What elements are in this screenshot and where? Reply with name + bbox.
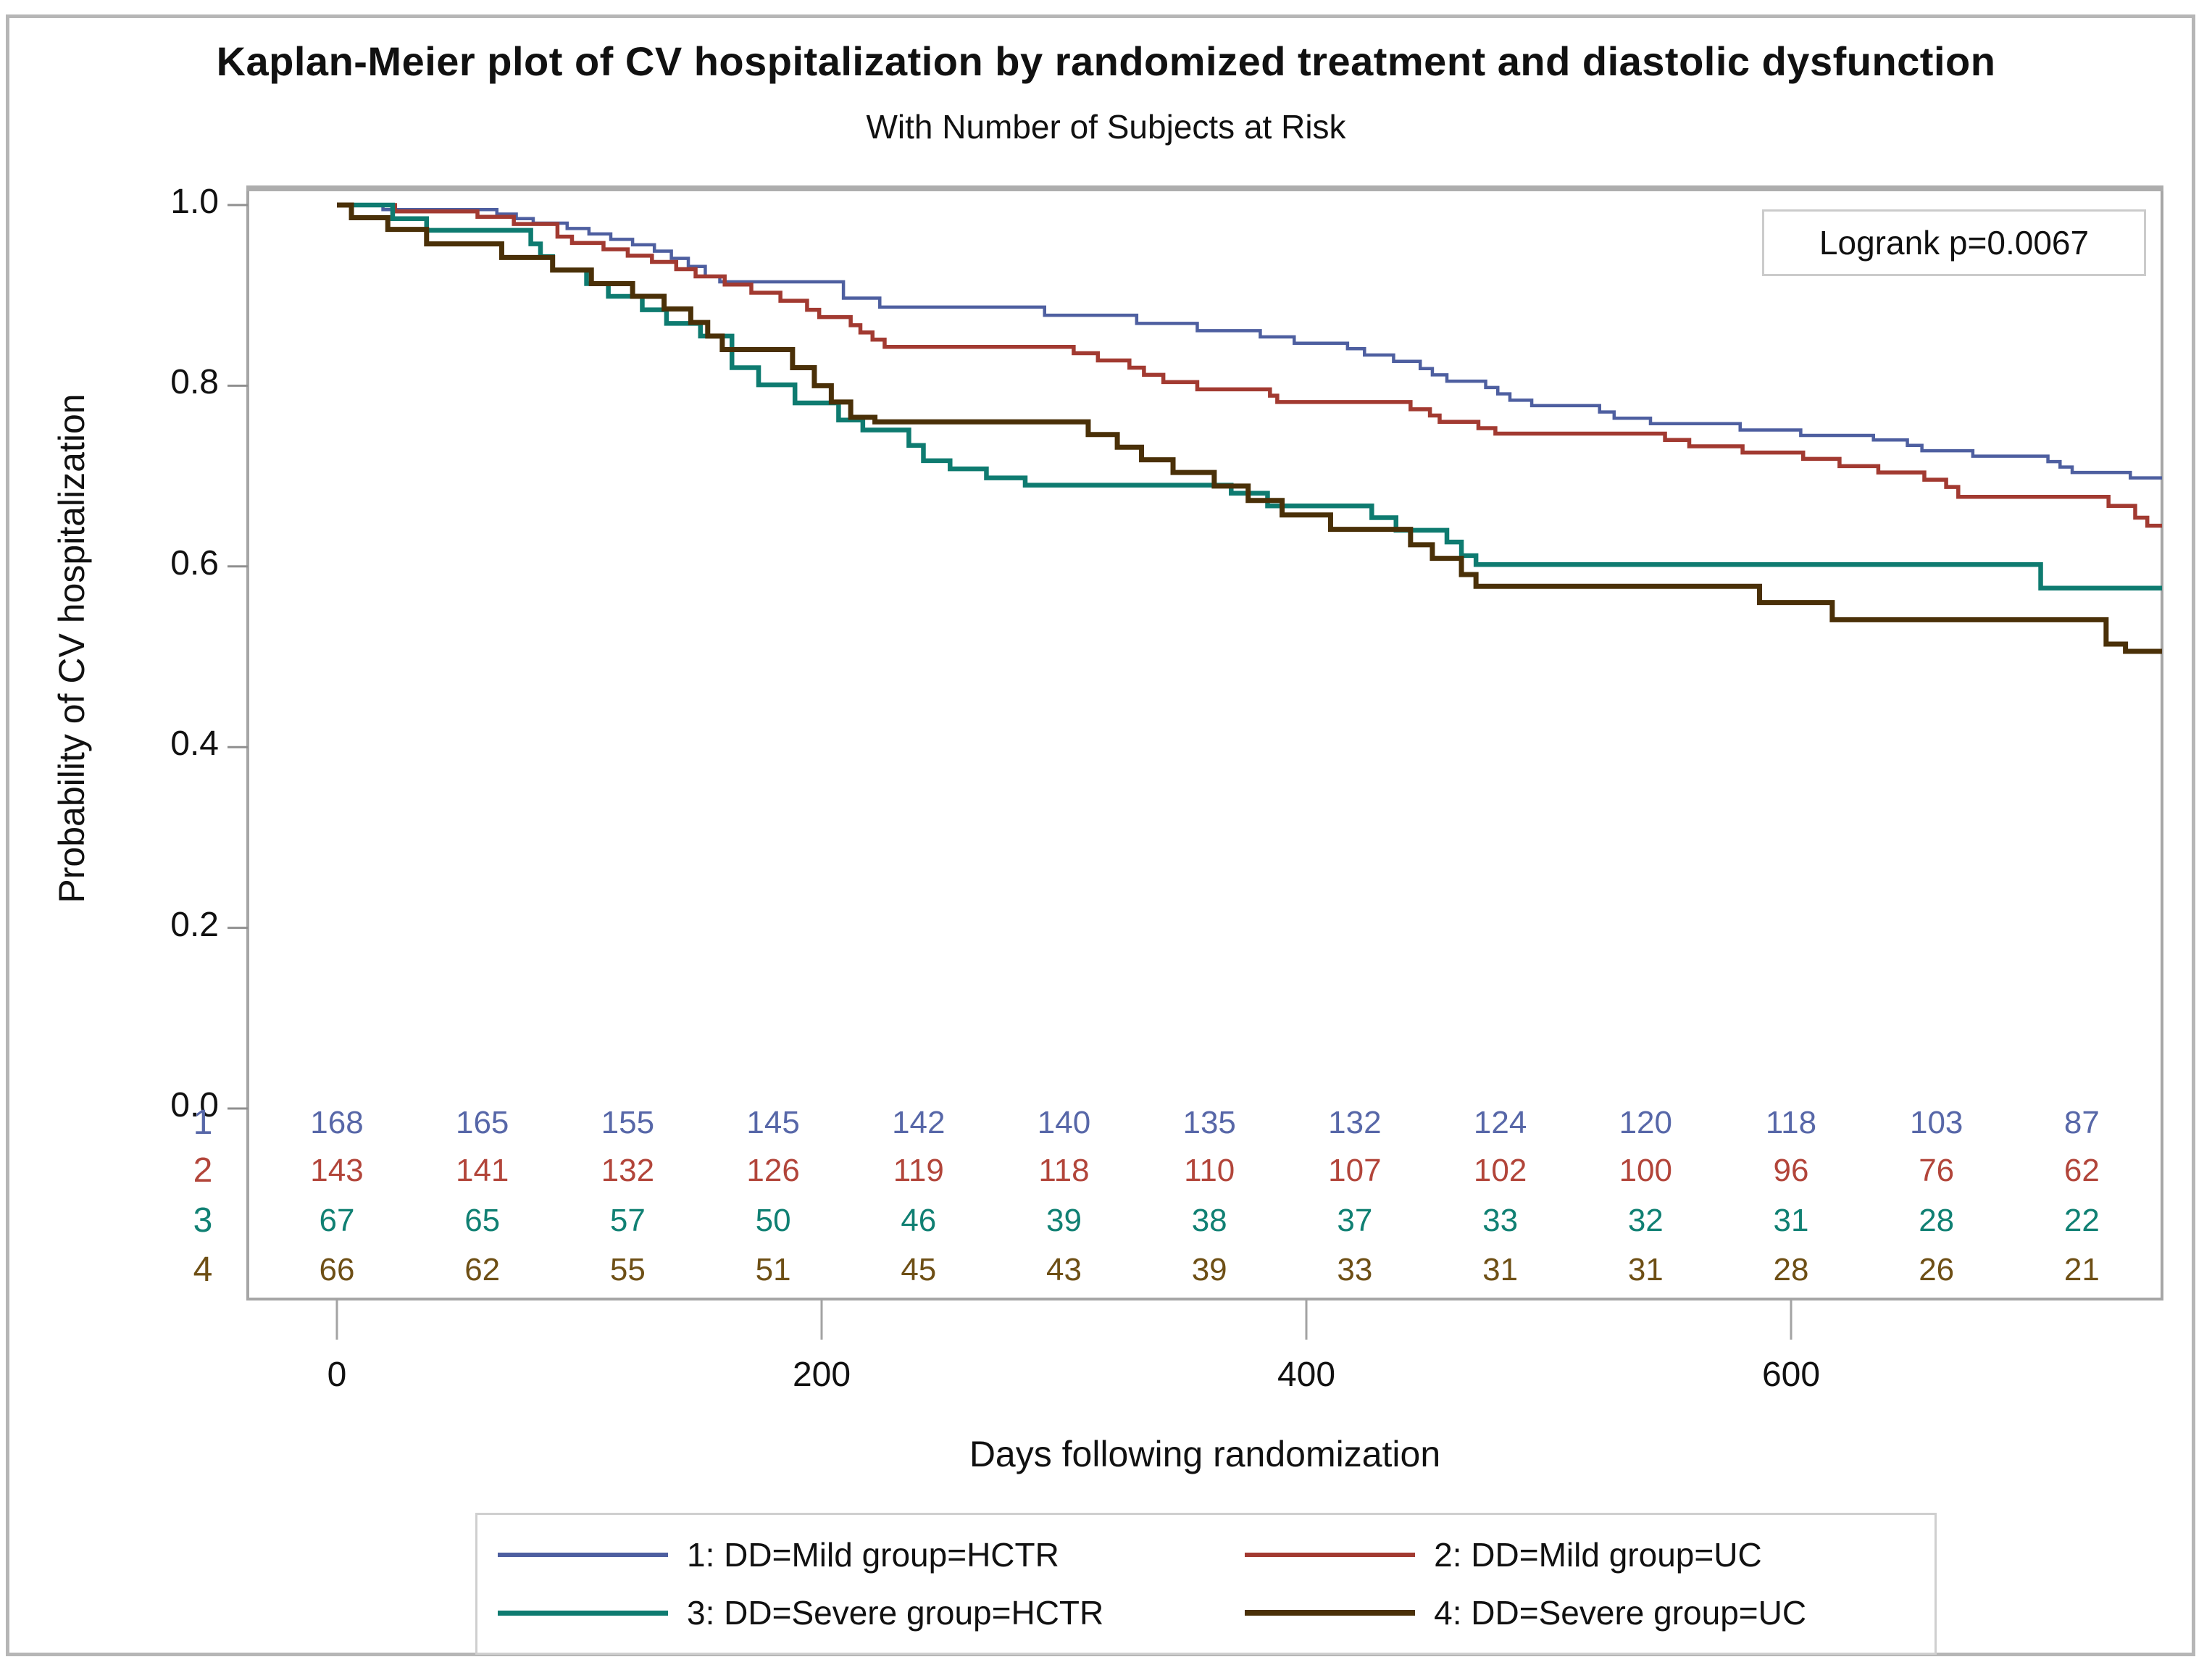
y-tick-label: 0.4	[170, 725, 219, 764]
y-tick-label: 0.0	[170, 1086, 219, 1124]
at-risk-count: 96	[1773, 1153, 1809, 1188]
km-curve-1	[337, 203, 2162, 480]
y-tick-label: 1.0	[170, 183, 219, 221]
x-tick-label: 600	[1761, 1356, 1821, 1394]
at-risk-count: 87	[2063, 1105, 2100, 1140]
y-tick-label: 0.6	[170, 543, 219, 583]
at-risk-count: 142	[892, 1105, 946, 1140]
y-axis-title: Probability of CV hospitalization	[51, 393, 92, 903]
at-risk-count: 37	[1337, 1203, 1373, 1238]
at-risk-count: 21	[2063, 1252, 2100, 1287]
at-risk-count: 31	[1482, 1252, 1519, 1287]
at-risk-count: 39	[1046, 1203, 1082, 1238]
at-risk-count: 76	[1919, 1153, 1955, 1188]
at-risk-count: 28	[1773, 1252, 1809, 1287]
at-risk-row-label-1: 1	[193, 1103, 213, 1142]
at-risk-count: 32	[1627, 1203, 1664, 1238]
legend-line-swatch-2	[1245, 1553, 1416, 1557]
at-risk-count: 65	[464, 1203, 501, 1238]
legend-line-swatch-4	[1245, 1610, 1416, 1616]
at-risk-count: 155	[601, 1105, 655, 1140]
at-risk-count: 66	[319, 1252, 355, 1287]
chart-title: Kaplan-Meier plot of CV hospitalization …	[216, 38, 1996, 84]
at-risk-count: 118	[1765, 1105, 1817, 1140]
at-risk-count: 67	[319, 1203, 355, 1238]
at-risk-count: 51	[755, 1252, 791, 1287]
y-tick-label: 0.8	[170, 363, 219, 402]
km-curve-4	[337, 202, 2162, 654]
at-risk-count: 55	[609, 1252, 646, 1287]
logrank-pvalue-box: Logrank p=0.0067	[1762, 209, 2146, 276]
at-risk-row-label-3: 3	[193, 1201, 213, 1240]
at-risk-count: 100	[1619, 1153, 1672, 1188]
at-risk-count: 145	[746, 1105, 800, 1140]
at-risk-count: 28	[1919, 1203, 1955, 1238]
legend-label-3: 3: DD=Severe group=HCTR	[687, 1594, 1104, 1632]
at-risk-row-label-2: 2	[193, 1151, 213, 1190]
at-risk-count: 143	[310, 1153, 364, 1188]
legend-label-2: 2: DD=Mild group=UC	[1434, 1536, 1762, 1574]
at-risk-count: 45	[901, 1252, 937, 1287]
at-risk-count: 103	[1909, 1105, 1963, 1140]
at-risk-count: 141	[455, 1153, 509, 1188]
at-risk-count: 110	[1184, 1153, 1235, 1188]
at-risk-count: 102	[1473, 1153, 1527, 1188]
at-risk-count: 126	[746, 1153, 800, 1188]
legend-item-1: 1: DD=Mild group=HCTR	[498, 1535, 1245, 1574]
at-risk-count: 132	[601, 1153, 655, 1188]
at-risk-count: 22	[2063, 1203, 2100, 1238]
at-risk-count: 165	[455, 1105, 509, 1140]
at-risk-count: 118	[1038, 1153, 1090, 1188]
km-curve-2	[337, 203, 2162, 528]
at-risk-count: 124	[1473, 1105, 1527, 1140]
legend-item-4: 4: DD=Severe group=UC	[1245, 1593, 1935, 1632]
legend-line-swatch-3	[498, 1610, 668, 1616]
x-tick-label: 400	[1277, 1356, 1336, 1394]
at-risk-count: 140	[1037, 1105, 1091, 1140]
at-risk-count: 31	[1773, 1203, 1809, 1238]
chart-subtitle: With Number of Subjects at Risk	[866, 108, 1346, 146]
at-risk-count: 50	[755, 1203, 791, 1238]
at-risk-count: 135	[1182, 1105, 1236, 1140]
at-risk-count: 43	[1046, 1252, 1082, 1287]
at-risk-count: 107	[1328, 1153, 1382, 1188]
x-tick-label: 200	[792, 1356, 851, 1394]
at-risk-count: 168	[310, 1105, 364, 1140]
legend-item-3: 3: DD=Severe group=HCTR	[498, 1593, 1245, 1632]
at-risk-count: 31	[1627, 1252, 1664, 1287]
at-risk-count: 38	[1191, 1203, 1227, 1238]
y-tick-label: 0.2	[170, 905, 219, 944]
at-risk-row-label-4: 4	[193, 1251, 213, 1289]
at-risk-count: 62	[2063, 1153, 2100, 1188]
at-risk-count: 26	[1919, 1252, 1955, 1287]
legend-item-2: 2: DD=Mild group=UC	[1245, 1535, 1935, 1574]
at-risk-count: 120	[1619, 1105, 1672, 1140]
at-risk-count: 39	[1191, 1252, 1227, 1287]
at-risk-count: 57	[609, 1203, 646, 1238]
at-risk-count: 62	[464, 1252, 501, 1287]
at-risk-count: 33	[1337, 1252, 1373, 1287]
x-axis-title: Days following randomization	[969, 1434, 1441, 1474]
legend-box: 1: DD=Mild group=HCTR 2: DD=Mild group=UC…	[475, 1513, 1937, 1655]
x-tick-label: 0	[327, 1356, 347, 1394]
at-risk-count: 33	[1482, 1203, 1519, 1238]
legend-label-4: 4: DD=Severe group=UC	[1434, 1594, 1807, 1632]
at-risk-count: 132	[1328, 1105, 1382, 1140]
at-risk-count: 46	[901, 1203, 937, 1238]
at-risk-count: 119	[893, 1153, 944, 1188]
legend-label-1: 1: DD=Mild group=HCTR	[687, 1536, 1059, 1574]
legend-line-swatch-1	[498, 1553, 668, 1557]
